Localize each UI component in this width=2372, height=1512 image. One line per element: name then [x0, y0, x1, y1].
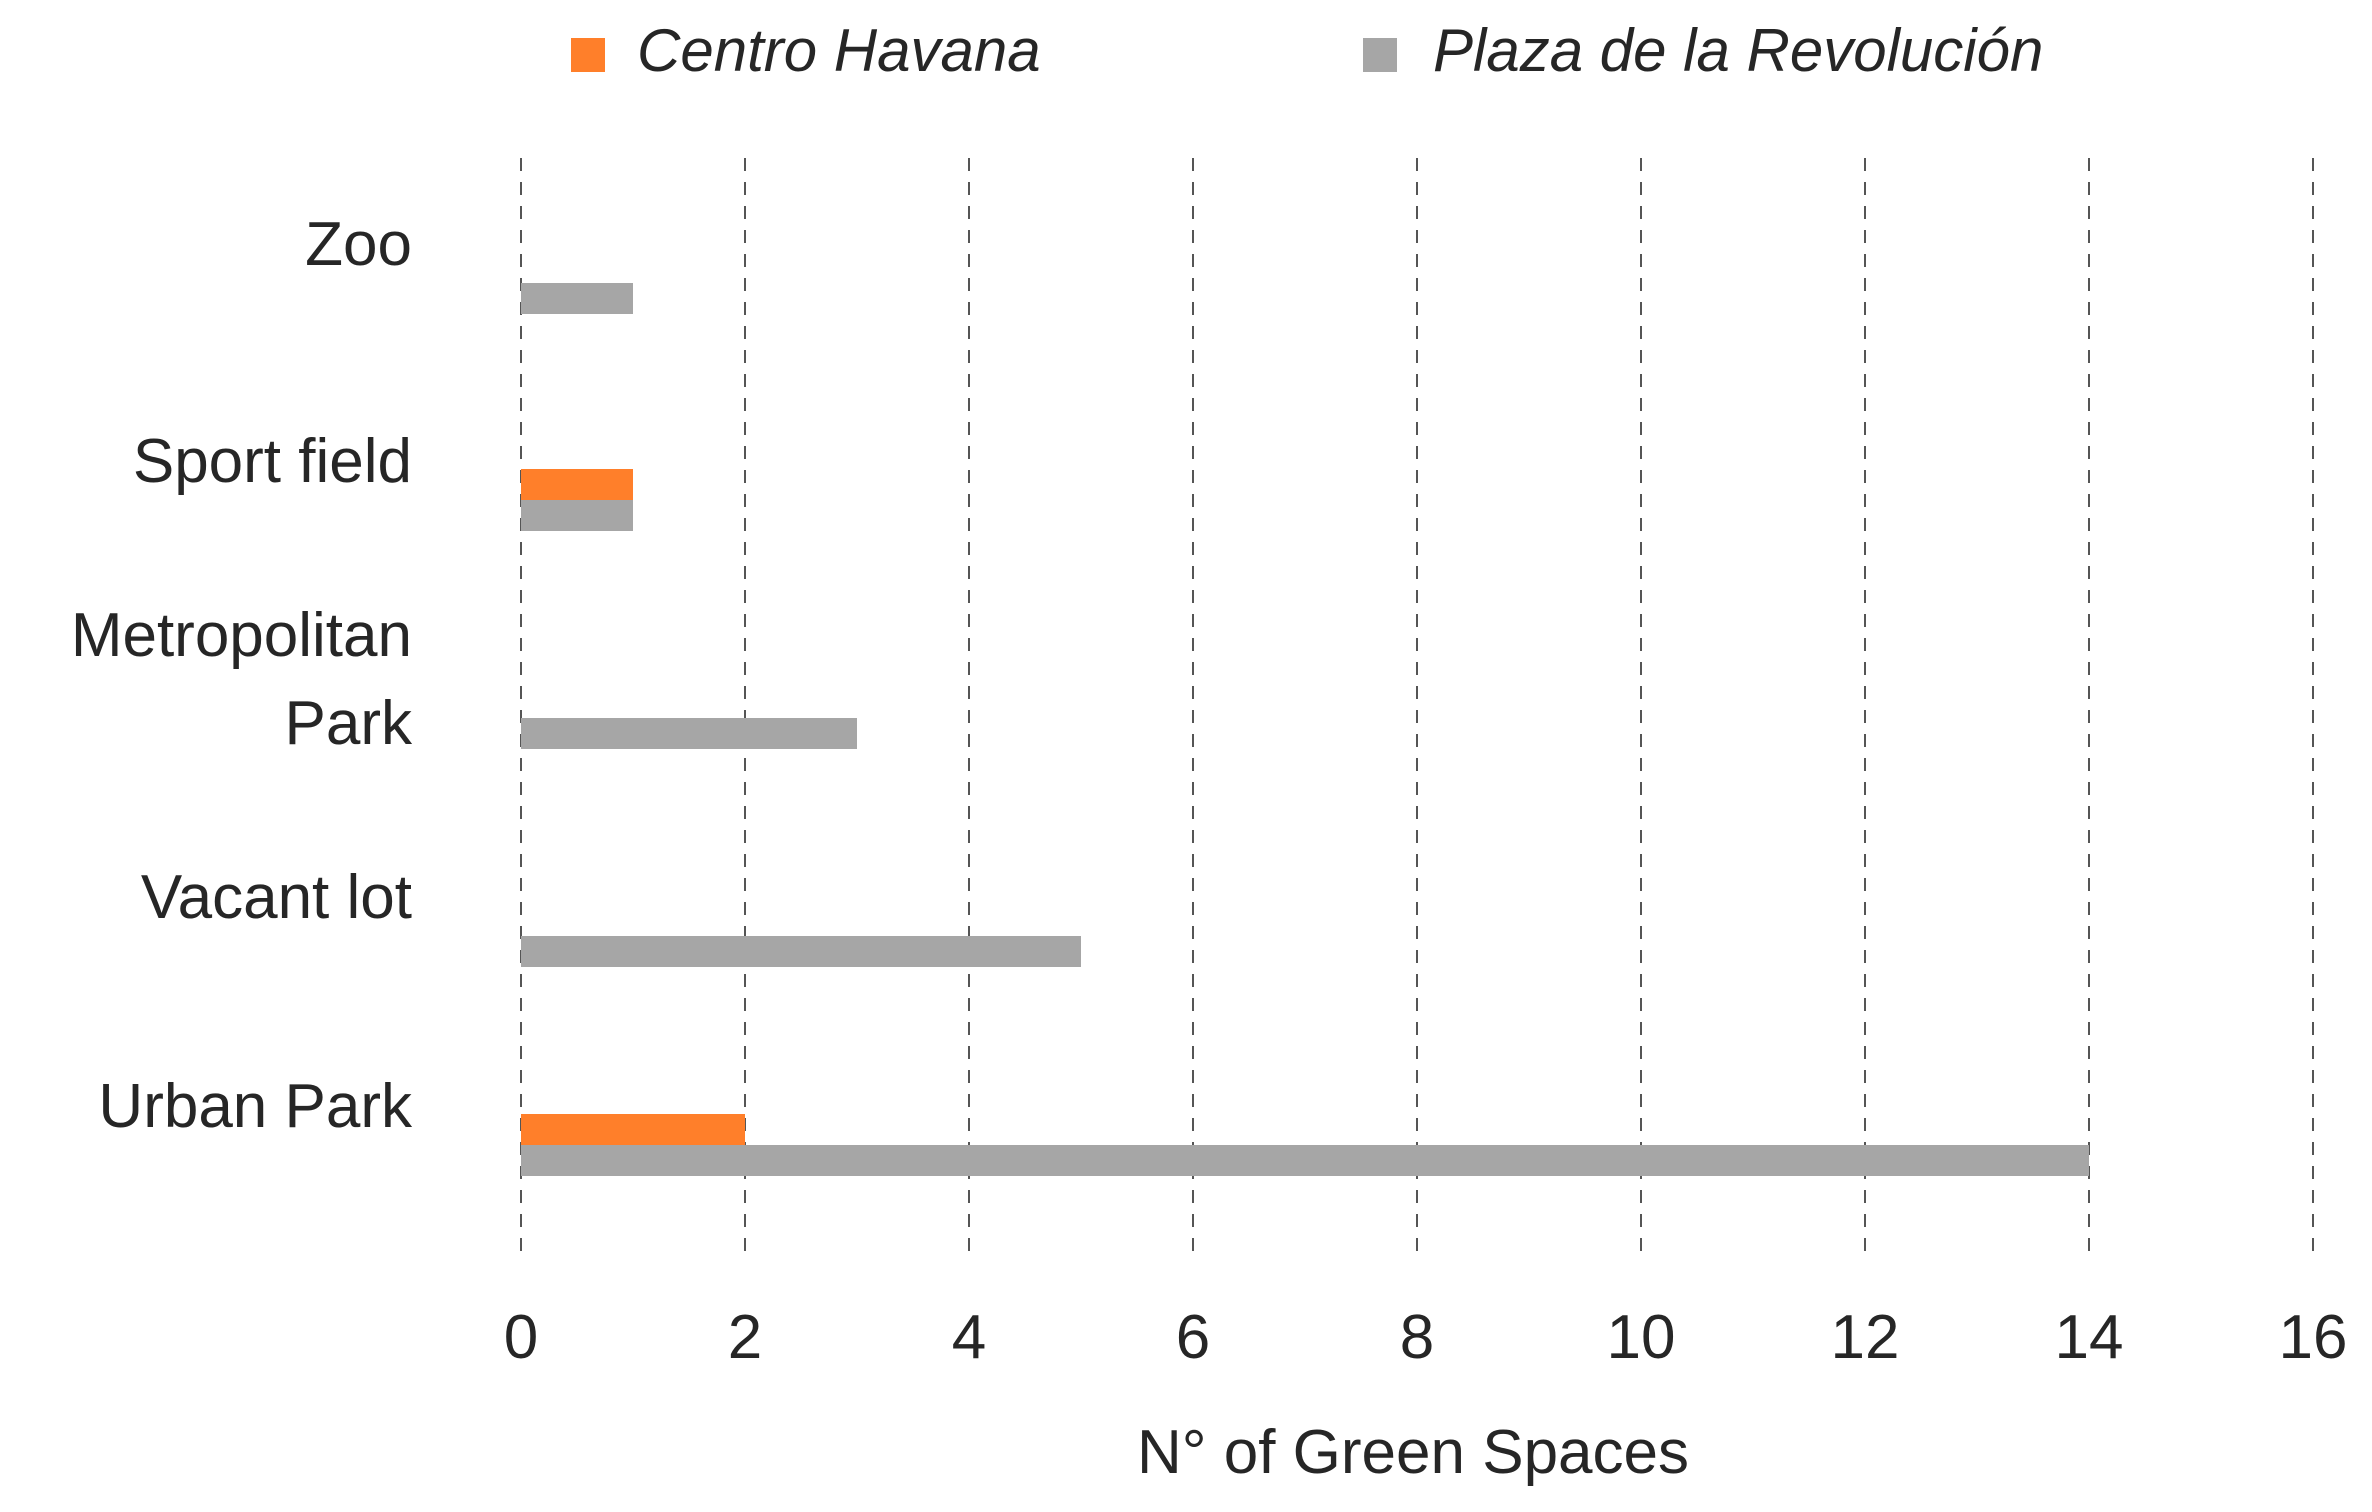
x-tick-label-2: 2	[728, 1303, 762, 1372]
x-tick-label-0: 0	[504, 1303, 538, 1372]
x-tick-label-14: 14	[2055, 1303, 2124, 1372]
bar-plaza-revolucion-1	[521, 500, 633, 531]
legend-label-0: Centro Havana	[637, 17, 1041, 84]
bar-layer	[521, 283, 2089, 1176]
grid-layer	[520, 158, 2314, 1252]
category-label-2: Metropolitan Park	[71, 601, 413, 758]
x-tick-label-4: 4	[952, 1303, 986, 1372]
legend-swatch-0	[571, 38, 605, 72]
legend: Centro Havana Plaza de la Revolución	[571, 17, 2043, 84]
x-axis-title: N° of Green Spaces	[1137, 1418, 1689, 1487]
x-tick-label-6: 6	[1176, 1303, 1210, 1372]
x-tick-label-16: 16	[2279, 1303, 2348, 1372]
x-tick-label-10: 10	[1607, 1303, 1676, 1372]
bar-plaza-revolucion-2	[521, 718, 857, 749]
bar-plaza-revolucion-4	[521, 1145, 2089, 1176]
category-label-4: Urban Park	[98, 1072, 413, 1141]
bar-centro-havana-4	[521, 1114, 745, 1145]
x-tick-layer: 0 2 4 6 8 10 12 14 16	[504, 1303, 2348, 1372]
bar-plaza-revolucion-3	[521, 936, 1081, 967]
bar-plaza-revolucion-0	[521, 283, 633, 314]
category-label-0: Zoo	[305, 210, 412, 279]
category-label-layer: Zoo Sport field Metropolitan Park Vacant lot…	[71, 210, 413, 1141]
bar-centro-havana-1	[521, 469, 633, 500]
category-label-1: Sport field	[133, 427, 412, 496]
x-tick-label-8: 8	[1400, 1303, 1434, 1372]
x-tick-label-12: 12	[1831, 1303, 1900, 1372]
category-label-3: Vacant lot	[141, 863, 412, 932]
legend-label-1: Plaza de la Revolución	[1433, 17, 2043, 84]
legend-swatch-1	[1363, 38, 1397, 72]
